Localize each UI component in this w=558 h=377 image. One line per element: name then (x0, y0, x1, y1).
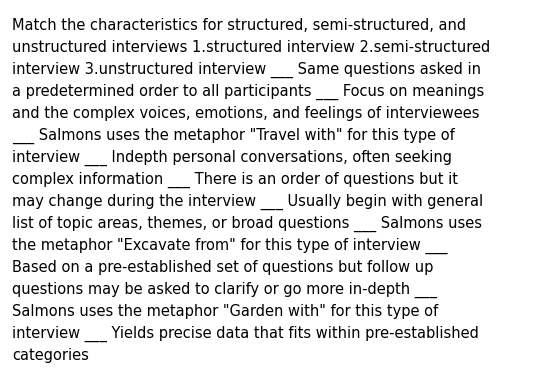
Text: complex information ___ There is an order of questions but it: complex information ___ There is an orde… (12, 172, 458, 188)
Text: Based on a pre-established set of questions but follow up: Based on a pre-established set of questi… (12, 260, 434, 275)
Text: interview ___ Indepth personal conversations, often seeking: interview ___ Indepth personal conversat… (12, 150, 452, 166)
Text: may change during the interview ___ Usually begin with general: may change during the interview ___ Usua… (12, 194, 483, 210)
Text: categories: categories (12, 348, 89, 363)
Text: Match the characteristics for structured, semi-structured, and: Match the characteristics for structured… (12, 18, 466, 33)
Text: the metaphor "Excavate from" for this type of interview ___: the metaphor "Excavate from" for this ty… (12, 238, 448, 254)
Text: questions may be asked to clarify or go more in-depth ___: questions may be asked to clarify or go … (12, 282, 437, 298)
Text: and the complex voices, emotions, and feelings of interviewees: and the complex voices, emotions, and fe… (12, 106, 479, 121)
Text: list of topic areas, themes, or broad questions ___ Salmons uses: list of topic areas, themes, or broad qu… (12, 216, 482, 232)
Text: a predetermined order to all participants ___ Focus on meanings: a predetermined order to all participant… (12, 84, 484, 100)
Text: unstructured interviews 1.structured interview 2.semi-structured: unstructured interviews 1.structured int… (12, 40, 490, 55)
Text: Salmons uses the metaphor "Garden with" for this type of: Salmons uses the metaphor "Garden with" … (12, 304, 438, 319)
Text: ___ Salmons uses the metaphor "Travel with" for this type of: ___ Salmons uses the metaphor "Travel wi… (12, 128, 455, 144)
Text: interview 3.unstructured interview ___ Same questions asked in: interview 3.unstructured interview ___ S… (12, 62, 481, 78)
Text: interview ___ Yields precise data that fits within pre-established: interview ___ Yields precise data that f… (12, 326, 479, 342)
